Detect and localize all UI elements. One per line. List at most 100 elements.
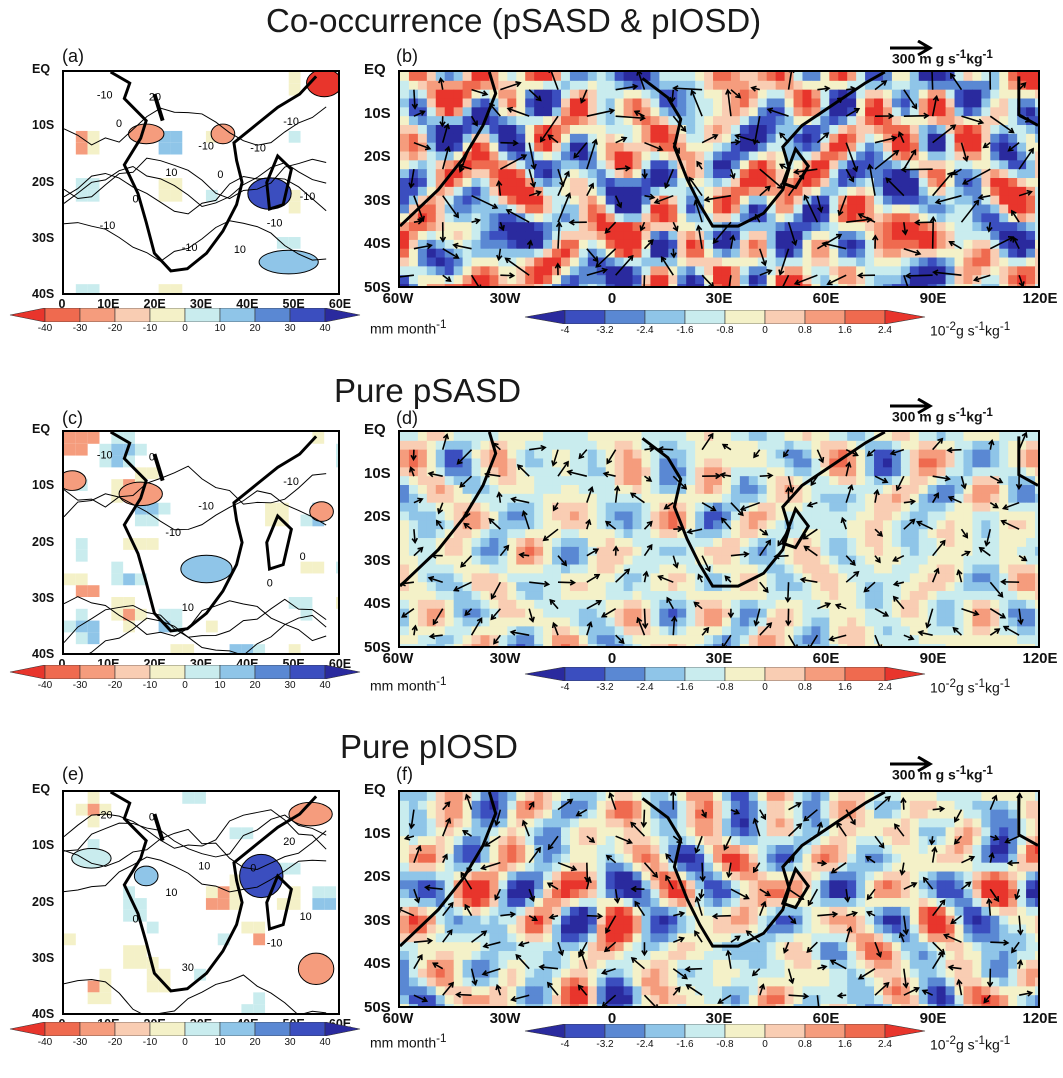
flux-divergence-cell [552, 125, 562, 135]
flux-divergence-cell [400, 836, 410, 846]
flux-divergence-cell [820, 169, 830, 179]
flux-divergence-cell [659, 458, 669, 468]
flux-divergence-cell [874, 284, 884, 286]
flux-divergence-cell [784, 204, 795, 214]
flux-divergence-cell [739, 284, 750, 286]
flux-divergence-cell [721, 186, 732, 197]
flux-divergence-cell [650, 599, 660, 610]
flux-divergence-cell [435, 284, 446, 286]
flux-divergence-cell [435, 599, 446, 610]
flux-divergence-cell [417, 836, 428, 846]
flux-divergence-cell [534, 818, 544, 828]
flux-divergence-cell [444, 195, 455, 206]
flux-divergence-cell [632, 72, 642, 82]
flux-divergence-cell [1008, 72, 1018, 82]
flux-divergence-cell [811, 800, 821, 811]
flux-divergence-cell [972, 573, 982, 583]
flux-divergence-cell [847, 458, 857, 468]
flux-divergence-cell [417, 635, 428, 645]
flux-divergence-cell [659, 617, 669, 627]
flux-divergence-cell [659, 591, 669, 601]
flux-divergence-cell [569, 432, 580, 442]
flux-divergence-cell [498, 827, 508, 837]
flux-divergence-cell [480, 818, 490, 828]
flux-divergence-cell [426, 599, 437, 610]
flux-divergence-cell [462, 809, 473, 819]
flux-divergence-cell [543, 836, 553, 846]
flux-divergence-cell [623, 80, 634, 91]
moisture-flux-arrow [586, 620, 593, 636]
flux-divergence-cell [820, 284, 830, 286]
flux-divergence-cell [802, 635, 812, 645]
flux-divergence-cell [945, 266, 956, 276]
flux-divergence-cell [444, 133, 455, 144]
flux-divergence-cell [981, 626, 991, 636]
flux-divergence-cell [552, 89, 562, 99]
map-panel-b-moisture-flux [398, 70, 1040, 288]
flux-divergence-cell [695, 432, 705, 442]
flux-divergence-cell [686, 827, 696, 837]
flux-divergence-cell [614, 836, 625, 846]
flux-divergence-cell [695, 142, 705, 153]
flux-divergence-cell [498, 800, 508, 811]
flux-divergence-cell [990, 564, 1000, 574]
flux-divergence-cell [757, 502, 768, 513]
flux-divergence-cell [498, 467, 508, 477]
flux-divergence-cell [632, 880, 642, 890]
flux-divergence-cell [909, 644, 920, 646]
flux-divergence-cell [462, 116, 473, 126]
flux-divergence-cell [578, 432, 589, 442]
flux-divergence-cell [641, 222, 651, 232]
moisture-flux-arrow [826, 274, 847, 286]
flux-divergence-cell [668, 608, 678, 619]
flux-divergence-cell [882, 169, 893, 179]
flux-divergence-cell [489, 853, 499, 864]
flux-divergence-cell [426, 564, 437, 574]
precip-contour-line [64, 814, 327, 858]
flux-divergence-cell [695, 440, 705, 451]
contour-value-label: 0 [116, 118, 122, 130]
flux-divergence-cell [909, 266, 920, 276]
moisture-flux-arrow [863, 581, 876, 593]
flux-divergence-cell [936, 72, 947, 82]
flux-divergence-cell [981, 818, 991, 828]
flux-divergence-cell [400, 222, 410, 232]
flux-divergence-cell [543, 529, 553, 539]
flux-divergence-cell [400, 116, 410, 126]
flux-divergence-cell [1026, 871, 1036, 881]
flux-divergence-cell [775, 635, 786, 645]
precip-anomaly-cell [134, 573, 147, 586]
flux-divergence-cell [641, 538, 651, 548]
flux-divergence-cell [713, 476, 723, 486]
flux-divergence-cell [596, 151, 607, 161]
flux-divergence-cell [847, 284, 857, 286]
flux-divergence-cell [596, 485, 607, 495]
flux-divergence-cell [686, 564, 696, 574]
flux-divergence-cell [730, 818, 741, 828]
moisture-flux-arrow [427, 471, 443, 478]
flux-divergence-cell [900, 485, 911, 495]
flux-divergence-cell [820, 836, 830, 846]
flux-divergence-cell [1008, 98, 1018, 108]
flux-divergence-cell [1017, 871, 1027, 881]
flux-divergence-cell [408, 275, 419, 285]
flux-divergence-cell [793, 107, 803, 117]
flux-divergence-cell [972, 169, 982, 179]
flux-divergence-cell [489, 160, 499, 170]
flux-divergence-cell [471, 635, 481, 645]
flux-divergence-cell [560, 573, 571, 583]
flux-divergence-cell [999, 827, 1009, 837]
flux-divergence-cell [856, 449, 866, 459]
flux-divergence-cell [748, 467, 759, 477]
moisture-flux-arrow [932, 539, 946, 557]
flux-divergence-cell [677, 275, 687, 285]
flux-divergence-cell [659, 98, 669, 108]
flux-divergence-cell [739, 458, 750, 468]
flux-divergence-cell [623, 195, 634, 206]
flux-divergence-cell [838, 449, 848, 459]
flux-divergence-cell [614, 449, 625, 459]
flux-divergence-cell [534, 599, 544, 610]
flux-divergence-cell [400, 591, 410, 601]
flux-divergence-cell [659, 555, 669, 566]
flux-divergence-cell [507, 845, 517, 855]
